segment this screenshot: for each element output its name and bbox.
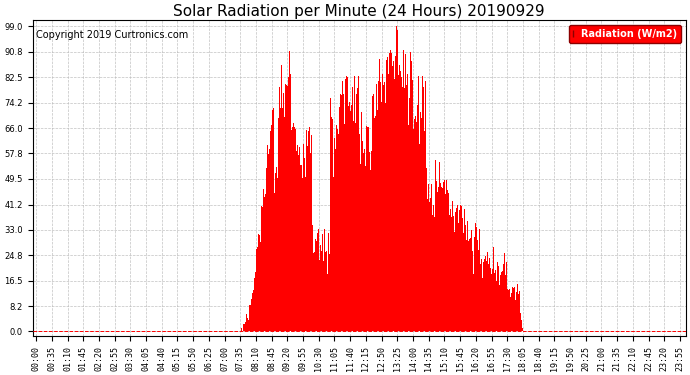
Legend: Radiation (W/m2): Radiation (W/m2) [569,25,681,43]
Text: Copyright 2019 Curtronics.com: Copyright 2019 Curtronics.com [36,30,188,40]
Title: Solar Radiation per Minute (24 Hours) 20190929: Solar Radiation per Minute (24 Hours) 20… [173,4,545,19]
